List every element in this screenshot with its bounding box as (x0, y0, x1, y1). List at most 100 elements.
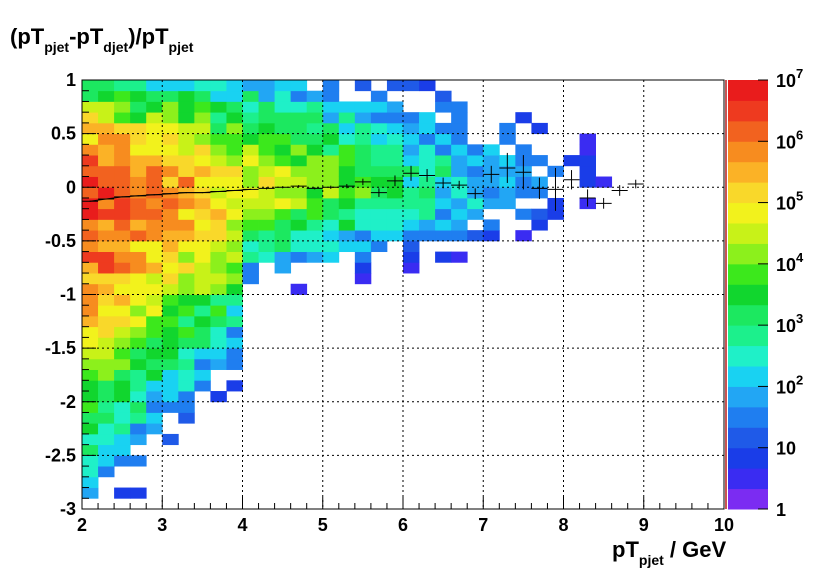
heatmap-cell (162, 240, 179, 253)
heatmap-cell (483, 155, 500, 167)
heatmap-cell (226, 380, 243, 392)
heatmap-cell (354, 219, 372, 231)
heatmap-cell (146, 219, 163, 231)
heatmap-cell (290, 230, 308, 242)
heatmap-cell (210, 176, 227, 188)
heatmap-cell (114, 455, 131, 467)
heatmap-cell (130, 144, 147, 156)
heatmap-cell (435, 251, 452, 263)
heatmap-cell (370, 176, 388, 188)
heatmap-cell (98, 466, 115, 478)
heatmap-cell (98, 423, 115, 435)
heatmap-cell (162, 326, 179, 338)
heatmap-cell (146, 273, 163, 285)
heatmap-cell (114, 144, 131, 156)
heatmap-cell (322, 90, 340, 102)
heatmap-cell (531, 122, 548, 135)
heatmap-cell (515, 208, 532, 220)
colorbar-tick-label: 105 (776, 189, 803, 214)
heatmap-cell (178, 391, 195, 403)
y-tick-label: -2.5 (45, 445, 76, 465)
heatmap-cell (146, 208, 163, 220)
colorbar-swatch (728, 447, 768, 469)
colorbar-swatch (728, 325, 768, 347)
heatmap-cell (290, 80, 308, 92)
heatmap-cell (579, 133, 596, 145)
heatmap-cell (274, 155, 292, 167)
heatmap-cell (162, 337, 179, 349)
heatmap-cell (419, 144, 436, 156)
heatmap-cell (130, 240, 147, 253)
heatmap-cell (194, 80, 211, 92)
heatmap-cell (114, 337, 131, 349)
heatmap-cell (226, 326, 243, 338)
profile-point (451, 180, 468, 190)
heatmap-cell (146, 305, 163, 317)
colorbar-tick-label: 10 (776, 439, 796, 459)
heatmap-cell (274, 219, 292, 231)
profile-point (338, 184, 355, 189)
heatmap-cell (403, 230, 420, 242)
heatmap-cell (98, 455, 115, 467)
heatmap-cell (162, 165, 179, 177)
heatmap-cell (114, 487, 131, 499)
heatmap-cell (451, 219, 468, 231)
profile-point (515, 155, 532, 190)
heatmap-cell (98, 369, 115, 381)
heatmap-cell (226, 230, 243, 242)
heatmap-cell (162, 380, 179, 392)
heatmap-cell (162, 273, 179, 285)
heatmap-cell (178, 348, 195, 360)
heatmap-cell (386, 208, 404, 220)
heatmap-cell (82, 230, 99, 242)
heatmap-cell (130, 401, 147, 413)
heatmap-cell (322, 122, 340, 135)
heatmap-cell (114, 219, 131, 231)
heatmap-cell (98, 133, 115, 145)
heatmap-cell (338, 197, 356, 210)
heatmap-cell (226, 294, 243, 306)
heatmap-cell (130, 423, 147, 435)
heatmap-cell (194, 262, 211, 274)
profile-point (370, 188, 387, 197)
heatmap-cell (451, 101, 468, 113)
x-tick-label: 7 (478, 515, 488, 535)
heatmap-cell (130, 197, 147, 210)
heatmap-cell (451, 208, 468, 220)
heatmap-cell (82, 133, 99, 145)
heatmap-cell (306, 101, 324, 113)
heatmap-cell (178, 283, 195, 295)
colorbar: 1 10 102 103 104 105 106 107 (725, 66, 804, 520)
heatmap-cell (242, 144, 259, 156)
heatmap-cell (146, 251, 163, 263)
profile-point (354, 178, 371, 186)
profile-point (483, 165, 500, 183)
heatmap-cell (579, 165, 596, 177)
heatmap-cell (114, 401, 131, 413)
heatmap-cell (386, 80, 404, 92)
heatmap-cell (354, 155, 372, 167)
heatmap-cell (338, 230, 356, 242)
heatmap-cell (114, 294, 131, 306)
heatmap-cell (146, 348, 163, 360)
heatmap-cell (258, 187, 275, 199)
heatmap-cell (451, 251, 468, 263)
heatmap-cell (290, 155, 308, 167)
heatmap-cell (82, 401, 99, 413)
heatmap-cell (82, 283, 99, 295)
x-axis-ticks: 2 3 4 5 6 7 8 9 10 (77, 497, 734, 535)
heatmap-cell (354, 273, 372, 285)
y-tick-label: -3 (60, 499, 76, 519)
heatmap-cell (146, 369, 163, 381)
heatmap-cell (274, 101, 292, 113)
heatmap-cell (386, 122, 404, 135)
heatmap-cell (82, 358, 99, 370)
heatmap-cell (290, 133, 308, 145)
heatmap-cell (370, 144, 388, 156)
heatmap-cell (82, 305, 99, 317)
heatmap-cell (467, 144, 484, 156)
heatmap-cell (274, 197, 292, 210)
heatmap-cell (130, 80, 147, 92)
heatmap-cell (82, 455, 99, 467)
heatmap-cell (274, 144, 292, 156)
